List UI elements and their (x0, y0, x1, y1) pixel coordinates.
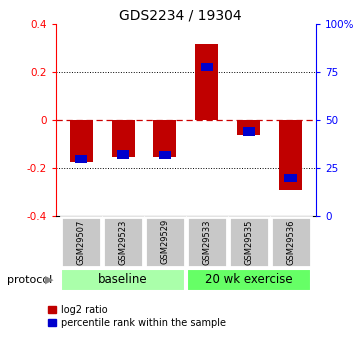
Text: ▶: ▶ (45, 275, 53, 285)
Text: baseline: baseline (98, 273, 148, 286)
Legend: log2 ratio, percentile rank within the sample: log2 ratio, percentile rank within the s… (48, 305, 226, 328)
Bar (117, 150, 129, 159)
Text: GSM29535: GSM29535 (244, 219, 253, 265)
FancyBboxPatch shape (61, 269, 185, 290)
Bar (195, 45, 218, 120)
Bar (237, 120, 260, 136)
FancyBboxPatch shape (61, 217, 101, 267)
Text: GSM29507: GSM29507 (77, 219, 86, 265)
Text: GDS2234 / 19304: GDS2234 / 19304 (119, 9, 242, 23)
Bar (159, 151, 171, 159)
Bar (75, 155, 87, 163)
FancyBboxPatch shape (145, 217, 185, 267)
FancyBboxPatch shape (187, 269, 311, 290)
Bar (243, 127, 255, 136)
FancyBboxPatch shape (271, 217, 311, 267)
Text: GSM29529: GSM29529 (160, 219, 169, 265)
FancyBboxPatch shape (103, 217, 143, 267)
Text: GSM29523: GSM29523 (118, 219, 127, 265)
Text: protocol: protocol (7, 275, 52, 285)
Text: 20 wk exercise: 20 wk exercise (205, 273, 293, 286)
Bar (279, 120, 302, 190)
Bar (201, 63, 213, 71)
Text: GSM29536: GSM29536 (286, 219, 295, 265)
FancyBboxPatch shape (229, 217, 269, 267)
Bar (284, 174, 297, 183)
Text: GSM29533: GSM29533 (203, 219, 212, 265)
Bar (153, 120, 177, 157)
Bar (112, 120, 135, 157)
Bar (70, 120, 93, 162)
FancyBboxPatch shape (187, 217, 227, 267)
